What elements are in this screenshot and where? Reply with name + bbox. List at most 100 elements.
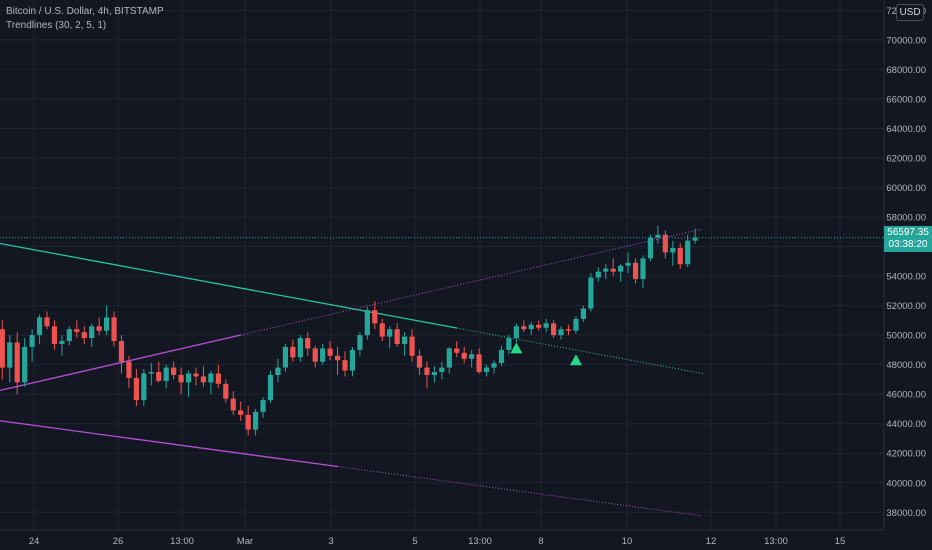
candle-body <box>44 317 50 327</box>
candle-body <box>312 348 318 362</box>
price-tick-label: 68000.00 <box>886 65 926 76</box>
price-tick-label: 62000.00 <box>886 153 926 164</box>
candle-body <box>670 248 676 253</box>
candle-body <box>230 398 236 411</box>
candle-body <box>66 329 72 342</box>
price-tick-label: 46000.00 <box>886 390 926 401</box>
candle-body <box>618 265 624 272</box>
price-tick-label: 60000.00 <box>886 183 926 194</box>
candle-body <box>469 354 475 359</box>
candle-body <box>0 329 5 368</box>
price-tick-label: 38000.00 <box>886 508 926 519</box>
time-tick-label: 13:00 <box>764 536 788 547</box>
price-tick-label: 44000.00 <box>886 419 926 430</box>
candle-body <box>305 338 311 349</box>
candle-body <box>327 348 333 356</box>
chart-legend: Bitcoin / U.S. Dollar, 4h, BITSTAMP Tren… <box>6 5 164 33</box>
price-tick-label: 40000.00 <box>886 478 926 489</box>
candle-body <box>387 329 393 337</box>
candle-body <box>558 329 564 336</box>
candle-body <box>491 363 497 368</box>
candle-body <box>655 234 661 238</box>
candle-body <box>208 373 214 383</box>
candle-body <box>424 367 430 375</box>
candle-body <box>521 326 527 330</box>
time-tick-label: 24 <box>29 536 40 547</box>
time-tick-label: Mar <box>237 536 253 547</box>
candle-body <box>498 349 505 364</box>
candle-body <box>565 329 572 331</box>
time-axis-panel <box>0 530 932 550</box>
candle-body <box>446 348 452 368</box>
candle-body <box>133 377 139 401</box>
candle-body <box>640 258 646 280</box>
candle-body <box>349 349 356 371</box>
buy-signal-triangle <box>510 342 523 354</box>
candle-body <box>297 338 303 358</box>
candle-body <box>588 277 594 309</box>
price-tick-label: 64000.00 <box>886 124 926 135</box>
candle-body <box>454 348 460 353</box>
price-tick-label: 58000.00 <box>886 213 926 224</box>
candle-body <box>36 317 43 336</box>
candle-body <box>81 332 87 339</box>
candle-body <box>111 317 117 342</box>
candle-body <box>275 367 281 375</box>
candle-body <box>461 352 467 359</box>
signals <box>510 342 582 366</box>
candle-body <box>551 323 557 336</box>
price-tick-label: 66000.00 <box>886 94 926 105</box>
price-tick-label: 42000.00 <box>886 449 926 460</box>
candle-body <box>171 367 177 375</box>
candle-body <box>148 372 154 374</box>
candle-body <box>51 326 58 344</box>
candle-body <box>528 324 534 330</box>
price-tick-label: 50000.00 <box>886 331 926 342</box>
candle-body <box>536 324 542 328</box>
candle-body <box>334 355 341 361</box>
last-price-tag: 56597.35 03:38:20 <box>884 226 932 252</box>
time-tick-label: 3 <box>328 536 333 547</box>
candle-body <box>185 373 192 383</box>
price-axis-panel <box>884 0 932 550</box>
time-tick-label: 10 <box>622 536 633 547</box>
candle-body <box>96 326 102 331</box>
candle-body <box>379 323 385 337</box>
candle-body <box>253 411 259 430</box>
indicator-label: Trendlines (30, 2, 5, 1) <box>6 20 107 31</box>
candle-body <box>193 373 199 377</box>
candle-body <box>625 262 631 266</box>
candle-body <box>104 317 110 331</box>
candle-body <box>439 367 445 373</box>
candle-body <box>163 367 169 381</box>
trendline-solid <box>0 420 338 468</box>
candle-body <box>141 373 147 401</box>
candle-body <box>364 310 370 336</box>
time-tick-label: 13:00 <box>170 536 194 547</box>
currency-button[interactable]: USD <box>896 4 924 21</box>
candle-body <box>685 240 691 265</box>
time-axis-labels: 24 26 13:00 Mar 3 5 13:00 8 10 12 13:00 15 <box>29 536 846 547</box>
time-tick-label: 8 <box>538 536 543 547</box>
candle-body <box>118 341 125 362</box>
candle-body <box>409 336 415 356</box>
candle-body <box>260 400 266 412</box>
time-tick-label: 13:00 <box>468 536 492 547</box>
candle-body <box>372 310 378 324</box>
time-tick-label: 15 <box>835 536 846 547</box>
candle-body <box>29 335 35 347</box>
candle-body <box>662 234 668 253</box>
price-tick-label: 48000.00 <box>886 360 926 371</box>
candle-body <box>200 376 207 383</box>
trendline-extension <box>240 228 703 336</box>
candle-body <box>692 237 698 241</box>
time-tick-label: 12 <box>706 536 717 547</box>
candle-body <box>89 326 95 339</box>
candle-body <box>431 372 437 375</box>
trendline-solid <box>0 334 241 392</box>
candle-body <box>238 410 244 415</box>
candle-body <box>156 372 162 381</box>
candle-body <box>357 335 363 350</box>
